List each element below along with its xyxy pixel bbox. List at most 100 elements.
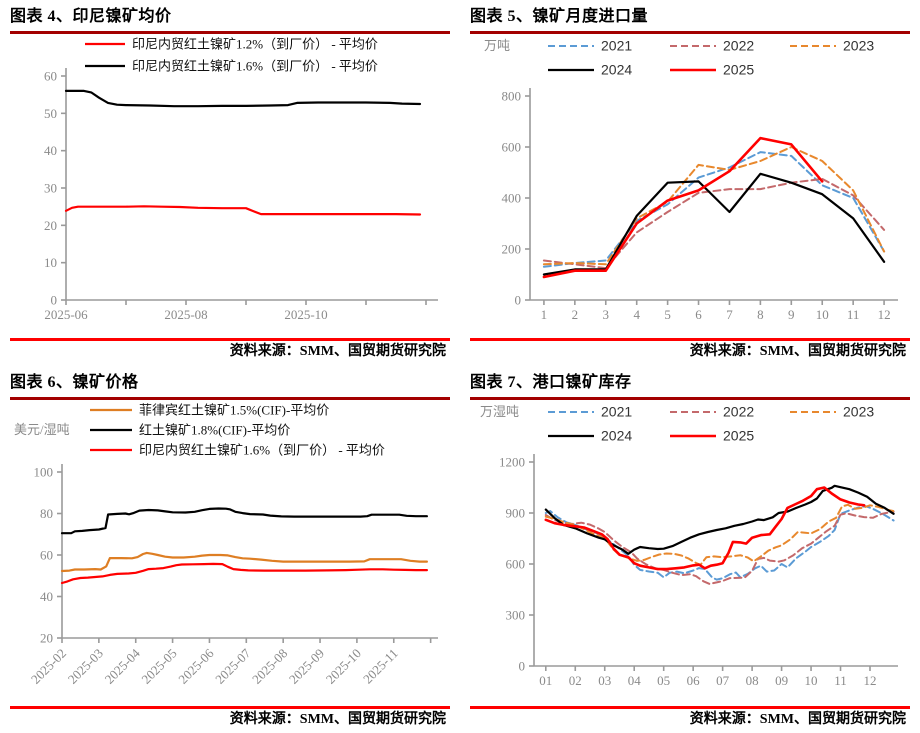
series-2024 <box>544 484 895 555</box>
svg-text:0: 0 <box>515 293 522 308</box>
axis-unit-label: 万吨 <box>484 38 510 53</box>
series-2021 <box>542 151 886 268</box>
svg-text:0: 0 <box>51 293 58 308</box>
chart7-card: 图表 7、港口镍矿库存 0 300 600 900 1200 01 02 03 04 05 06 07… <box>460 366 920 733</box>
svg-text:1: 1 <box>541 307 548 322</box>
svg-text:10: 10 <box>816 307 829 322</box>
chart4-source-divider <box>10 338 450 341</box>
series-laterite-1_8 <box>60 507 428 535</box>
svg-text:2025-05: 2025-05 <box>138 646 179 687</box>
svg-text:600: 600 <box>506 557 526 572</box>
chart7-title: 图表 7、港口镍矿库存 <box>470 374 632 391</box>
svg-text:10: 10 <box>44 255 57 270</box>
svg-text:03: 03 <box>598 673 611 688</box>
svg-text:3: 3 <box>603 307 610 322</box>
legend-label-2023: 2023 <box>843 404 874 420</box>
chart4-card: 图表 4、印尼镍矿均价 0 10 20 30 40 50 60 2025-06 2025-08 2… <box>0 0 460 366</box>
legend-label-2023: 2023 <box>843 38 874 54</box>
svg-text:200: 200 <box>502 242 522 257</box>
legend-label-2024: 2024 <box>601 62 632 78</box>
legend-label-2022: 2022 <box>723 38 754 54</box>
legend-label-2024: 2024 <box>601 428 632 444</box>
svg-text:0: 0 <box>519 659 526 674</box>
svg-text:60: 60 <box>44 69 57 84</box>
svg-text:40: 40 <box>44 143 57 158</box>
svg-text:40: 40 <box>40 589 53 604</box>
axis-unit-label: 美元/湿吨 <box>14 422 70 437</box>
svg-text:2025-04: 2025-04 <box>102 645 144 687</box>
svg-text:09: 09 <box>775 673 788 688</box>
legend-label-2021: 2021 <box>601 404 632 420</box>
series-idn-1_6 <box>64 89 422 108</box>
chart5-source: 资料来源：SMM、国贸期货研究院 <box>689 344 906 359</box>
chart4-title: 图表 4、印尼镍矿均价 <box>10 8 172 25</box>
svg-text:5: 5 <box>664 307 671 322</box>
chart7-source: 资料来源：SMM、国贸期货研究院 <box>689 712 906 727</box>
svg-text:20: 20 <box>40 631 53 646</box>
svg-text:05: 05 <box>657 673 670 688</box>
legend-label-2025: 2025 <box>723 62 754 78</box>
svg-text:2025-07: 2025-07 <box>212 645 254 687</box>
chart5-source-divider <box>470 338 910 341</box>
svg-text:2025-06: 2025-06 <box>175 645 217 687</box>
series-idn-1_2 <box>64 205 422 216</box>
chart5-title: 图表 5、镍矿月度进口量 <box>470 8 649 25</box>
svg-text:100: 100 <box>34 465 54 480</box>
chart7-title-underline <box>470 397 910 400</box>
svg-text:4: 4 <box>633 307 640 322</box>
svg-text:01: 01 <box>539 673 552 688</box>
chart6-plot: 204060801002025-022025-032025-042025-052… <box>14 403 438 687</box>
svg-text:60: 60 <box>40 548 53 563</box>
legend-label-idn-1_2: 印尼内贸红土镍矿1.2%（到厂价） - 平均价 <box>132 37 378 52</box>
svg-text:80: 80 <box>40 506 53 521</box>
svg-text:11: 11 <box>847 307 860 322</box>
series-2025 <box>544 486 866 571</box>
legend-label-idn-1_6: 印尼内贸红土镍矿1.6%（到厂价） - 平均价 <box>139 443 385 458</box>
series-2022 <box>544 510 895 585</box>
legend-label-idn-1_6: 印尼内贸红土镍矿1.6%（到厂价） - 平均价 <box>132 59 378 74</box>
svg-text:2025-02: 2025-02 <box>28 646 69 687</box>
series-2025 <box>542 136 824 279</box>
svg-text:2025-08: 2025-08 <box>249 646 290 687</box>
svg-text:2025-10: 2025-10 <box>323 646 364 687</box>
svg-text:1200: 1200 <box>499 455 525 470</box>
legend-label-2021: 2021 <box>601 38 632 54</box>
svg-text:04: 04 <box>628 673 642 688</box>
chart6-source-divider <box>10 706 450 709</box>
series-2023 <box>542 146 886 266</box>
legend-label-2025: 2025 <box>723 428 754 444</box>
svg-text:20: 20 <box>44 218 57 233</box>
chart7-source-divider <box>470 706 910 709</box>
svg-text:10: 10 <box>805 673 818 688</box>
chart6-title: 图表 6、镍矿价格 <box>10 374 139 391</box>
svg-text:800: 800 <box>502 89 522 104</box>
svg-text:2025-11: 2025-11 <box>360 646 401 687</box>
chart4-source: 资料来源：SMM、国贸期货研究院 <box>229 344 446 359</box>
svg-text:11: 11 <box>834 673 847 688</box>
chart5-card: 图表 5、镍矿月度进口量 0 200 400 600 800 1 2 3 4 5 6 7 8 9 10 11 1… <box>460 0 920 366</box>
legend-label-ph-1_5: 菲律宾红土镍矿1.5%(CIF)-平均价 <box>139 403 329 418</box>
chart6-card: 图表 6、镍矿价格 20 40 60 80 100 2025-02 2025-03 2025-… <box>0 366 460 733</box>
svg-text:2: 2 <box>572 307 579 322</box>
svg-text:02: 02 <box>569 673 582 688</box>
svg-text:2025-10: 2025-10 <box>284 307 327 322</box>
chart6-source: 资料来源：SMM、国贸期货研究院 <box>229 712 446 727</box>
series-2021 <box>544 505 895 581</box>
svg-text:2025-06: 2025-06 <box>44 307 88 322</box>
svg-text:6: 6 <box>695 307 702 322</box>
svg-text:2025-08: 2025-08 <box>164 307 207 322</box>
svg-text:08: 08 <box>746 673 759 688</box>
svg-text:7: 7 <box>726 307 733 322</box>
svg-text:8: 8 <box>757 307 764 322</box>
chart6-title-underline <box>10 397 450 400</box>
chart5-title-underline <box>470 31 910 34</box>
chart7-plot: 0 300 600 900 1200 01 02 03 04 05 06 07 08 09 10 11 12 20… <box>480 404 898 688</box>
legend-label-2022: 2022 <box>723 404 754 420</box>
svg-text:9: 9 <box>788 307 795 322</box>
chart4-plot: 0 10 20 30 40 50 60 2025-06 2025-08 2025-10 印尼内贸红土… <box>44 37 438 322</box>
svg-text:12: 12 <box>864 673 877 688</box>
svg-text:2025-03: 2025-03 <box>65 646 106 687</box>
svg-text:600: 600 <box>502 140 522 155</box>
